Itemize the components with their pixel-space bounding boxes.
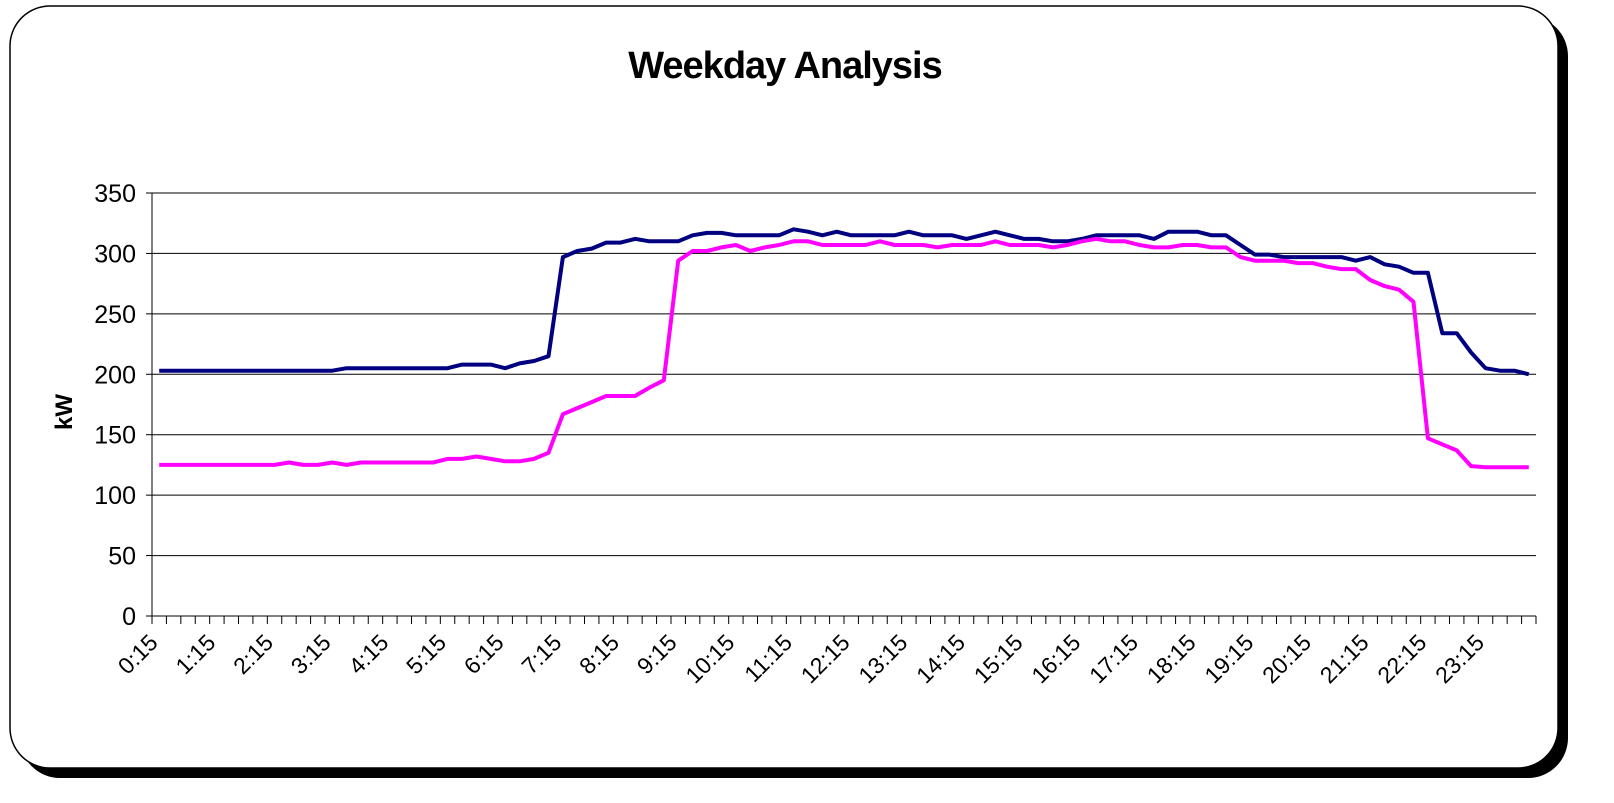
- y-tick-label: 350: [94, 180, 136, 208]
- y-tick-label: 100: [94, 482, 136, 510]
- series-line: [159, 227, 1530, 377]
- y-tick-label: 200: [94, 361, 136, 389]
- y-tick-label: 300: [94, 240, 136, 268]
- chart-title: Weekday Analysis: [628, 45, 942, 87]
- y-tick-label: 50: [108, 543, 136, 571]
- y-tick-label: 150: [94, 422, 136, 450]
- frame: [9, 5, 1559, 769]
- series-line: [159, 236, 1529, 470]
- y-tick-label: 0: [122, 603, 136, 631]
- y-tick-label: 250: [94, 301, 136, 329]
- y-axis-label: kW: [51, 394, 78, 430]
